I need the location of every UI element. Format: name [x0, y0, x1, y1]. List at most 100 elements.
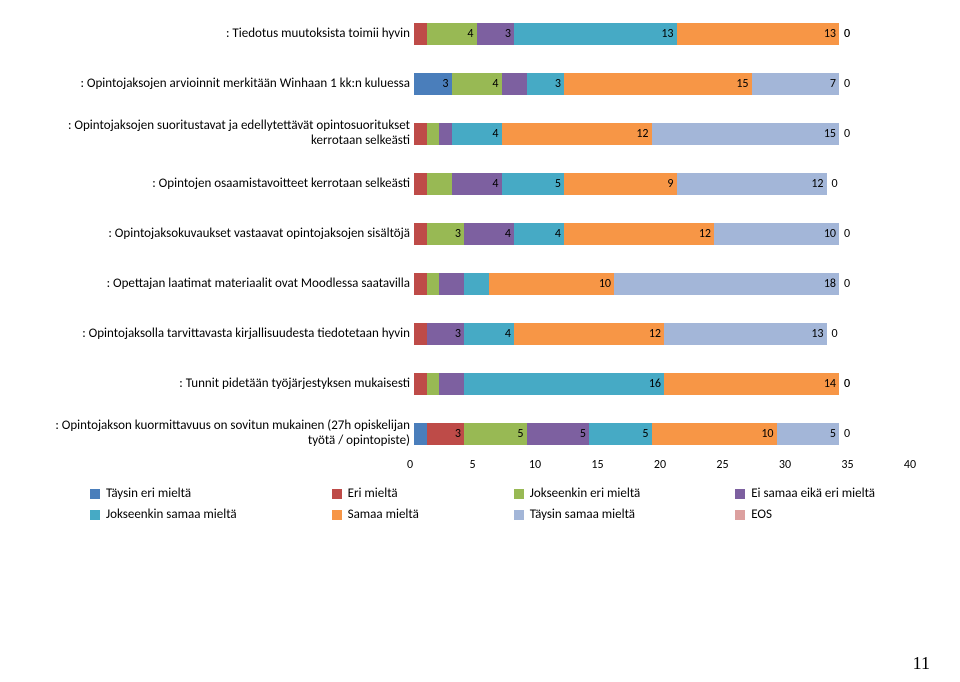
segment-value: 12	[811, 177, 826, 191]
segment-value: 0	[842, 277, 850, 291]
bar-segment: 3	[427, 223, 465, 245]
segment-value: 3	[442, 77, 451, 91]
bar-segment: 7	[752, 73, 840, 95]
row-label: : Opintojaksokuvaukset vastaavat opintoj…	[30, 227, 414, 242]
row-label: : Opintojaksolla tarvittavasta kirjallis…	[30, 327, 414, 342]
segment-value: 5	[555, 177, 564, 191]
row-label: : Opintojen osaamistavoitteet kerrotaan …	[30, 177, 414, 192]
segment-value: 12	[699, 227, 714, 241]
bar-track: 0143131300	[414, 23, 930, 45]
bar-segment: 10	[489, 273, 614, 295]
segment-value: 9	[667, 177, 676, 191]
segment-value: 13	[811, 327, 826, 341]
segment-value: 13	[824, 27, 839, 41]
bar-track: 012459120	[414, 173, 930, 195]
bar-segment: 5	[777, 423, 840, 445]
chart-row: : Opintojen osaamistavoitteet kerrotaan …	[30, 170, 930, 198]
segment-value: 15	[824, 127, 839, 141]
legend-label: Jokseenkin eri mieltä	[530, 486, 640, 501]
chart-row: : Tiedotus muutoksista toimii hyvin01431…	[30, 20, 930, 48]
segment-value: 3	[455, 427, 464, 441]
row-label: : Opintojaksojen arvioinnit merkitään Wi…	[30, 77, 414, 92]
bar-segment: 15	[652, 123, 840, 145]
bar-segment: 1	[414, 423, 427, 445]
legend-item: EOS	[735, 507, 930, 522]
segment-value: 5	[517, 427, 526, 441]
bar-track: 0111412150	[414, 123, 930, 145]
legend-label: Jokseenkin samaa mieltä	[106, 507, 237, 522]
segment-value: 4	[505, 227, 514, 241]
legend-label: EOS	[751, 507, 772, 522]
segment-value: 5	[580, 427, 589, 441]
segment-value: 10	[824, 227, 839, 241]
row-label: : Opintojakson kuormittavuus on sovitun …	[30, 419, 414, 449]
segment-value: 0	[830, 327, 838, 341]
segment-value: 10	[761, 427, 776, 441]
legend-label: Täysin eri mieltä	[106, 486, 191, 501]
bar-segment: 1	[427, 123, 440, 145]
bar-segment: 4	[464, 223, 514, 245]
bar-track: 0112210180	[414, 273, 930, 295]
segment-value: 4	[492, 77, 501, 91]
bar-segment: 3	[427, 323, 465, 345]
segment-value: 4	[467, 27, 476, 41]
bar-segment: 4	[514, 223, 564, 245]
bar-segment: 12	[514, 323, 664, 345]
segment-value: 14	[824, 377, 839, 391]
segment-value: 5	[642, 427, 651, 441]
legend-swatch	[90, 489, 100, 499]
bar-segment: 2	[502, 73, 527, 95]
segment-value: 12	[649, 327, 664, 341]
bar-segment: 4	[452, 73, 502, 95]
bar-segment: 15	[564, 73, 752, 95]
legend-swatch	[332, 489, 342, 499]
chart-row: : Opintojaksojen suoritustavat ja edelly…	[30, 120, 930, 148]
chart-row: : Opettajan laatimat materiaalit ovat Mo…	[30, 270, 930, 298]
segment-value: 0	[830, 177, 838, 191]
legend-swatch	[332, 510, 342, 520]
segment-value: 3	[505, 27, 514, 41]
bar-segment: 10	[714, 223, 839, 245]
legend-item: Samaa mieltä	[332, 507, 474, 522]
row-label: : Tunnit pidetään työjärjestyksen mukais…	[30, 377, 414, 392]
bar-segment: 4	[464, 323, 514, 345]
segment-value: 4	[505, 327, 514, 341]
page-number: 11	[913, 653, 930, 674]
segment-value: 3	[555, 77, 564, 91]
segment-value: 7	[830, 77, 839, 91]
bar-segment: 1	[414, 173, 427, 195]
legend-item: Täysin samaa mieltä	[514, 507, 695, 522]
segment-value: 0	[842, 227, 850, 241]
bar-segment: 12	[677, 173, 827, 195]
bar-segment: 5	[464, 423, 527, 445]
legend-swatch	[735, 489, 745, 499]
bar-segment: 2	[464, 273, 489, 295]
segment-value: 5	[830, 427, 839, 441]
legend-label: Täysin samaa mieltä	[530, 507, 635, 522]
bar-segment: 1	[414, 373, 427, 395]
segment-value: 15	[736, 77, 751, 91]
segment-value: 0	[842, 77, 850, 91]
row-label: : Opettajan laatimat materiaalit ovat Mo…	[30, 277, 414, 292]
axis-tick: 35	[841, 458, 853, 472]
axis-tick: 40	[904, 458, 916, 472]
chart-row: : Tunnit pidetään työjärjestyksen mukais…	[30, 370, 930, 398]
bar-track: 0112161400	[414, 373, 930, 395]
bar-segment: 1	[414, 123, 427, 145]
segment-value: 13	[661, 27, 676, 41]
segment-value: 0	[842, 427, 850, 441]
bar-segment: 5	[502, 173, 565, 195]
segment-value: 12	[636, 127, 651, 141]
bar-segment: 12	[502, 123, 652, 145]
bar-track: 0103412130	[414, 323, 930, 345]
bar-segment: 9	[564, 173, 677, 195]
legend-swatch	[90, 510, 100, 520]
bar-segment: 18	[614, 273, 839, 295]
bar-segment: 2	[427, 173, 452, 195]
bar-segment: 14	[664, 373, 839, 395]
bar-segment: 2	[439, 373, 464, 395]
bar-segment: 4	[427, 23, 477, 45]
axis-tick: 10	[529, 458, 541, 472]
axis-tick: 30	[779, 458, 791, 472]
bar-segment: 10	[652, 423, 777, 445]
